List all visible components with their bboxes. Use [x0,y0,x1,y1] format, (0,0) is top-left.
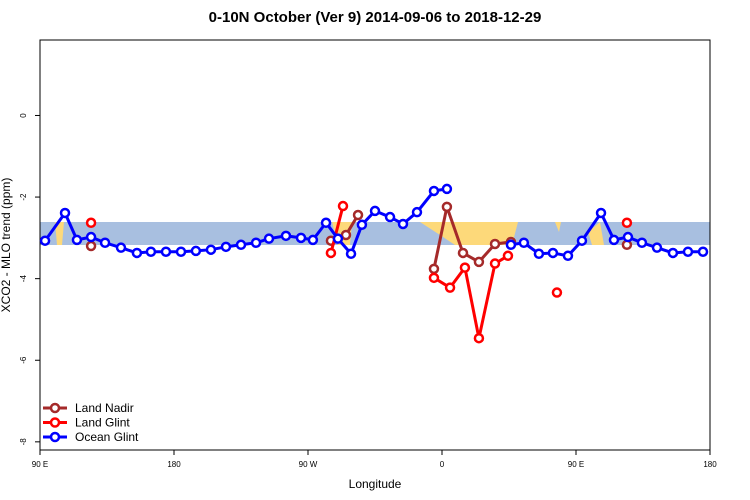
data-point [576,235,588,246]
data-point [340,229,352,241]
data-point [667,247,679,259]
data-point [205,244,217,255]
data-point [457,247,469,259]
data-point [263,233,275,244]
data-point [489,238,501,250]
data-point [325,247,337,259]
data-point [551,287,563,298]
data-point [220,241,232,253]
y-tick-label: 0 [19,113,28,118]
data-point [320,217,332,229]
data-point [505,239,517,251]
data-point [85,231,97,243]
y-axis-label: XCO2 - MLO trend (ppm) [0,178,13,313]
data-point [651,242,663,253]
data-point [345,248,357,260]
ocean-band [40,222,710,245]
y-tick-label: -4 [19,275,28,283]
data-point [533,248,545,260]
data-point [595,207,607,219]
data-point [190,245,202,257]
data-point [280,230,292,242]
data-point [352,209,364,221]
data-point [85,240,97,252]
data-point [145,246,157,257]
data-point [697,246,709,257]
data-point [160,246,172,257]
data-point [384,211,396,223]
data-point [682,246,694,257]
legend-marker [49,402,61,414]
plot-frame [39,39,711,451]
y-tick-label: -8 [19,438,28,446]
x-tick-label: 90 E [32,460,48,469]
data-point [441,201,453,213]
data-point [518,237,530,249]
x-tick-label: 180 [703,460,717,469]
data-point [428,263,440,275]
data-point [608,234,620,246]
data-point [428,185,440,197]
data-point [489,258,501,269]
data-point [307,234,319,246]
legend-label: Ocean Glint [75,430,139,444]
data-point [131,247,143,259]
data-point [295,232,307,244]
data-point [332,233,344,244]
data-point [39,235,51,246]
data-point [411,206,423,218]
data-point [397,218,409,230]
data-point [59,207,71,219]
x-tick-label: 0 [440,460,445,469]
data-point [459,262,471,273]
x-tick-label: 90 E [568,460,584,469]
y-tick-label: -6 [19,356,28,364]
data-point [562,250,574,262]
data-point [441,183,453,195]
data-point [85,217,97,229]
data-point [636,237,648,249]
data-point [444,282,456,293]
data-point [621,217,633,229]
data-point [71,234,83,246]
x-tick-label: 180 [167,460,181,469]
chart-title: 0-10N October (Ver 9) 2014-09-06 to 2018… [209,9,542,26]
data-point [369,205,381,217]
legend-marker [49,417,61,428]
data-point [99,237,111,249]
data-point [428,272,440,284]
data-point [115,242,127,253]
legend-label: Land Nadir [75,401,134,415]
data-point [356,219,368,231]
data-point [547,247,559,259]
data-point [502,250,514,262]
x-tick-label: 90 W [299,460,318,469]
data-point [473,332,485,344]
legend-label: Land Glint [75,416,130,430]
y-tick-label: -2 [19,193,28,201]
data-point [250,237,262,249]
data-point [235,239,247,251]
data-point [622,231,634,243]
data-point [473,256,485,268]
x-axis-label: Longitude [349,477,402,491]
data-point [175,246,187,257]
legend-marker [49,431,61,443]
data-point [337,200,349,212]
